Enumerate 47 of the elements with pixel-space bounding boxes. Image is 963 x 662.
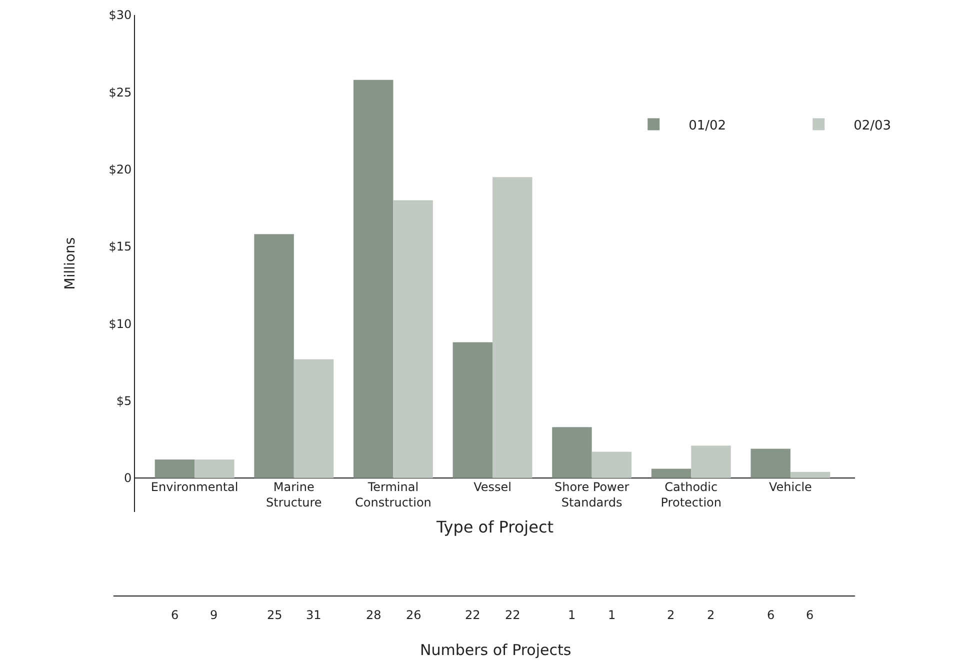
- y-tick-label: 0: [124, 471, 132, 486]
- bar: [294, 359, 334, 478]
- y-tick-label: $25: [108, 85, 132, 100]
- text: 2: [707, 608, 715, 622]
- text: 22: [465, 608, 480, 622]
- x-axis-title: Type of Project: [435, 517, 554, 536]
- x-tick-label: Environmental: [150, 480, 238, 494]
- bar: [492, 177, 532, 478]
- bar: [691, 446, 731, 478]
- y-tick-label: $5: [116, 394, 132, 408]
- bar: [651, 468, 692, 478]
- y-tick-label: $10: [108, 316, 132, 331]
- bar: [353, 80, 394, 478]
- x-tick-label: Vessel: [474, 480, 512, 494]
- bar: [194, 460, 234, 478]
- y-axis-title: Millions: [62, 237, 78, 290]
- text: 28: [366, 608, 382, 622]
- text: Numbers of Projects: [420, 641, 572, 659]
- text: 6: [171, 608, 179, 622]
- text: 22: [505, 608, 520, 622]
- x-tick-label: Terminal Construction: [355, 480, 432, 510]
- text: 9: [210, 608, 218, 622]
- text: 25: [267, 608, 282, 622]
- bar: [254, 234, 294, 478]
- y-tick-label: $30: [108, 8, 132, 22]
- bar: [393, 200, 433, 478]
- bar: [154, 460, 195, 478]
- text: 2: [667, 608, 675, 622]
- text: 6: [767, 608, 775, 622]
- legend-label: 01/02: [688, 118, 726, 134]
- y-tick-label: $15: [108, 240, 132, 254]
- x-tick-label: Shore Power Standards: [554, 480, 630, 510]
- bar: [452, 342, 493, 478]
- text: 26: [406, 608, 422, 622]
- x-tick-label: Vehicle: [768, 480, 812, 494]
- text: 6: [806, 608, 814, 622]
- bar: [592, 452, 632, 478]
- bar: [552, 427, 592, 478]
- text: 31: [306, 608, 322, 622]
- x-tick-label: Marine Structure: [266, 480, 322, 510]
- y-tick-label: $20: [108, 162, 132, 177]
- text: 1: [608, 608, 616, 622]
- bar: [750, 448, 790, 478]
- x-tick-label: Cathodic Protection: [660, 480, 722, 510]
- legend-label: 02/03: [854, 118, 892, 134]
- text: 1: [568, 608, 576, 622]
- bar: [790, 472, 830, 478]
